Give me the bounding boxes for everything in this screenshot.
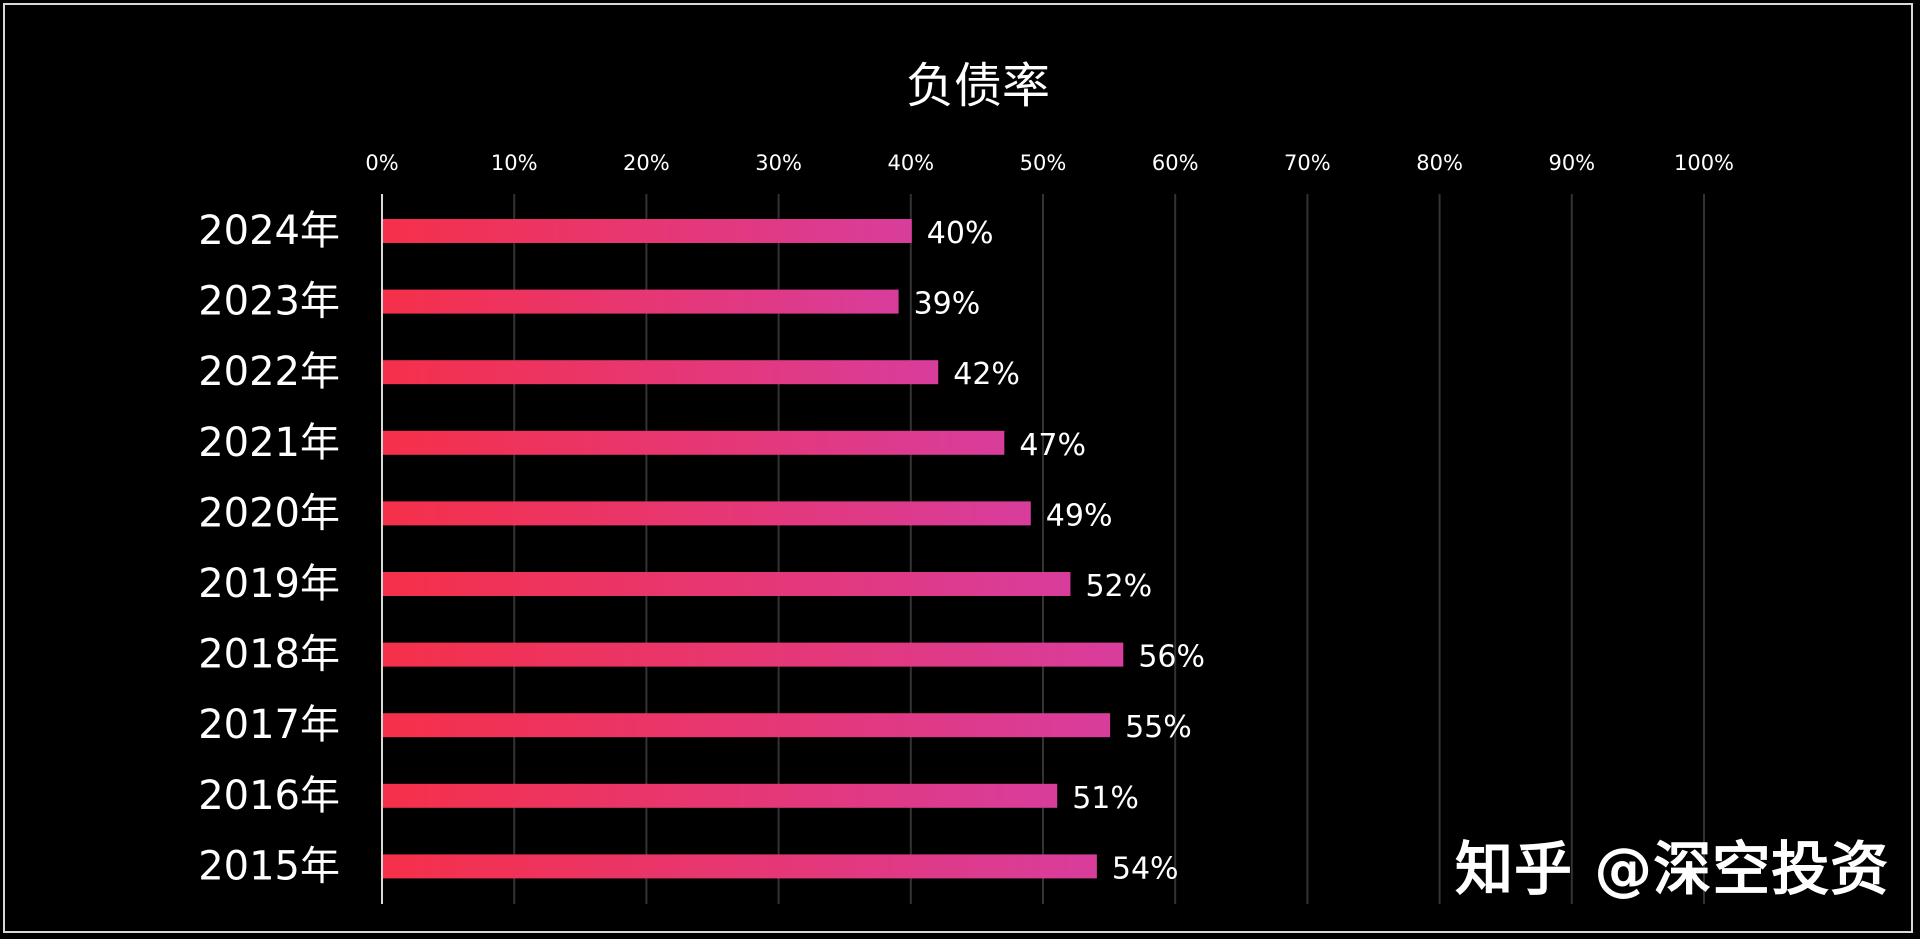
x-tick-label: 90% [1548, 151, 1595, 175]
y-tick-label: 2022年 [198, 349, 340, 395]
x-tick-label: 80% [1416, 151, 1463, 175]
value-label: 51% [1072, 781, 1139, 816]
y-tick-label: 2020年 [198, 490, 340, 536]
bar [383, 219, 912, 243]
value-label: 56% [1138, 640, 1205, 675]
y-tick-label: 2017年 [198, 702, 340, 748]
bar [383, 783, 1058, 808]
x-tick-label: 30% [755, 151, 802, 175]
x-tick-label: 10% [491, 151, 538, 175]
bar [383, 430, 1005, 455]
value-label: 49% [1046, 498, 1113, 533]
bar [383, 360, 939, 385]
bars [383, 219, 1124, 879]
x-tick-label: 70% [1284, 151, 1331, 175]
y-tick-label: 2018年 [198, 632, 340, 678]
y-tick-label: 2015年 [198, 843, 340, 889]
y-tick-label: 2021年 [198, 420, 340, 466]
value-label: 39% [914, 287, 981, 322]
x-tick-label: 40% [887, 151, 934, 175]
value-label: 55% [1125, 710, 1192, 745]
bar [383, 289, 899, 314]
value-label: 40% [927, 216, 994, 251]
bar [383, 642, 1124, 667]
x-tick-label: 20% [623, 151, 670, 175]
x-tick-label: 50% [1020, 151, 1067, 175]
x-tick-label: 100% [1674, 151, 1734, 175]
value-label: 54% [1112, 851, 1179, 886]
y-tick-labels: 2024年 2023年 2022年 2021年 2020年 2019年 2018年 2017年… [198, 208, 340, 889]
x-tick-labels: 0% 10% 20% 30% 40% 50% 60% 70% 80% 90% 100% [365, 151, 1734, 175]
y-tick-label: 2023年 [198, 279, 340, 325]
y-tick-label: 2024年 [198, 208, 340, 254]
bar [383, 501, 1031, 526]
bar [383, 572, 1071, 596]
watermark: 知乎 @深空投资 [1455, 835, 1890, 903]
value-label: 52% [1085, 569, 1152, 604]
bar [383, 713, 1111, 738]
value-label: 42% [953, 357, 1020, 392]
x-tick-label: 60% [1152, 151, 1199, 175]
y-tick-label: 2019年 [198, 561, 340, 607]
value-label: 47% [1019, 428, 1086, 463]
chart-title: 负债率 [906, 58, 1050, 114]
bar [383, 854, 1097, 879]
x-tick-label: 0% [365, 151, 398, 175]
y-tick-label: 2016年 [198, 773, 340, 819]
value-labels: 40% 39% 42% 47% 49% 52% 56% 55% 51% 54% [914, 216, 1205, 886]
